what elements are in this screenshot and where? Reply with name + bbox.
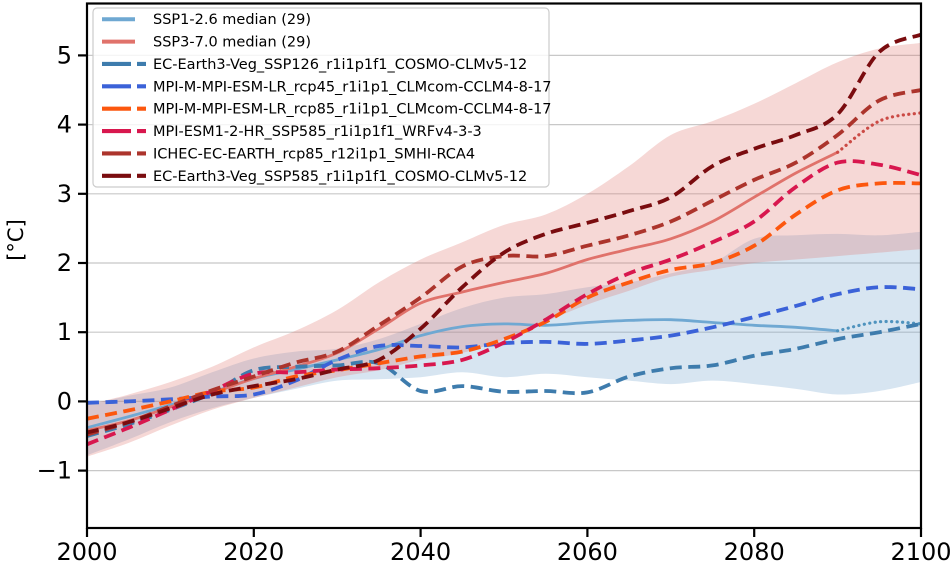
legend-box: [92, 7, 550, 188]
legend-item-ssp1-26-median: SSP1-2.6 median (29): [102, 12, 311, 28]
series-line-ec-earth3-veg-ssp126: [86, 322, 922, 438]
series-lines-layer: [86, 32, 923, 447]
legend-label-ichec-ec-earth-rcp85: ICHEC-EC-EARTH_rcp85_r12i1p1_SMHI-RCA4: [153, 146, 475, 162]
legend-item-mpi-esm-lr-rcp85: MPI-M-MPI-ESM-LR_rcp85_r1i1p1_CLMcom-CCL…: [102, 102, 552, 118]
series-line-mpi-esm1-2-hr-ssp585: [86, 159, 922, 447]
series-line-mpi-esm-lr-rcp85: [86, 181, 922, 421]
legend-item-ichec-ec-earth-rcp85: ICHEC-EC-EARTH_rcp85_r12i1p1_SMHI-RCA4: [102, 146, 475, 162]
x-tick-label-2100: 2100: [890, 538, 950, 563]
x-tick-label-2000: 2000: [56, 538, 117, 563]
x-tick-label-2060: 2060: [557, 538, 618, 563]
series-line-ssp1-26-median-dotted-extension: [836, 319, 923, 333]
axes-layer: 2000 2020 2040 2060 2080 2100 −1 0 1 2 3 4 5: [37, 2, 950, 563]
y-tick-label-0: 0: [57, 387, 72, 415]
y-tick-label--1: −1: [37, 457, 72, 485]
legend-label-ec-earth3-veg-ssp126: EC-Earth3-Veg_SSP126_r1i1p1f1_COSMO-CLMv…: [153, 57, 527, 73]
y-tick-label-4: 4: [57, 111, 72, 139]
legend-label-ec-earth3-veg-ssp585: EC-Earth3-Veg_SSP585_r1i1p1f1_COSMO-CLMv…: [153, 169, 527, 185]
x-tick-label-2080: 2080: [724, 538, 785, 563]
legend-item-ec-earth3-veg-ssp585: EC-Earth3-Veg_SSP585_r1i1p1f1_COSMO-CLMv…: [102, 169, 527, 185]
legend-label-ssp3-70-median: SSP3-7.0 median (29): [153, 35, 311, 51]
y-tick-label-1: 1: [57, 318, 72, 346]
legend-item-ssp3-70-median: SSP3-7.0 median (29): [102, 35, 311, 51]
legend-label-mpi-esm-lr-rcp85: MPI-M-MPI-ESM-LR_rcp85_r1i1p1_CLMcom-CCL…: [153, 102, 552, 118]
x-tick-label-2020: 2020: [223, 538, 284, 563]
y-axis-label: [°C]: [4, 219, 28, 261]
legend: SSP1-2.6 median (29) SSP3-7.0 median (29)…: [92, 7, 552, 188]
plot-border: [85, 2, 923, 530]
legend-label-ssp1-26-median: SSP1-2.6 median (29): [153, 12, 311, 28]
y-tick-label-5: 5: [57, 41, 72, 69]
y-tick-label-3: 3: [57, 180, 72, 208]
x-tick-label-2040: 2040: [390, 538, 451, 563]
ssp3-70-range-band: [87, 42, 921, 457]
series-line-ssp3-70-median-dotted-extension: [836, 111, 923, 154]
legend-item-mpi-esm1-2-hr-ssp585: MPI-ESM1-2-HR_SSP585_r1i1p1f1_WRFv4-3-3: [102, 124, 482, 140]
legend-label-mpi-esm-lr-rcp45: MPI-M-MPI-ESM-LR_rcp45_r1i1p1_CLMcom-CCL…: [153, 79, 552, 95]
y-tick-label-2: 2: [57, 249, 72, 277]
legend-item-mpi-esm-lr-rcp45: MPI-M-MPI-ESM-LR_rcp45_r1i1p1_CLMcom-CCL…: [102, 79, 552, 95]
legend-label-mpi-esm1-2-hr-ssp585: MPI-ESM1-2-HR_SSP585_r1i1p1f1_WRFv4-3-3: [153, 124, 482, 140]
series-line-ec-earth3-veg-ssp585: [86, 32, 922, 435]
legend-item-ec-earth3-veg-ssp126: EC-Earth3-Veg_SSP126_r1i1p1f1_COSMO-CLMv…: [102, 57, 527, 73]
